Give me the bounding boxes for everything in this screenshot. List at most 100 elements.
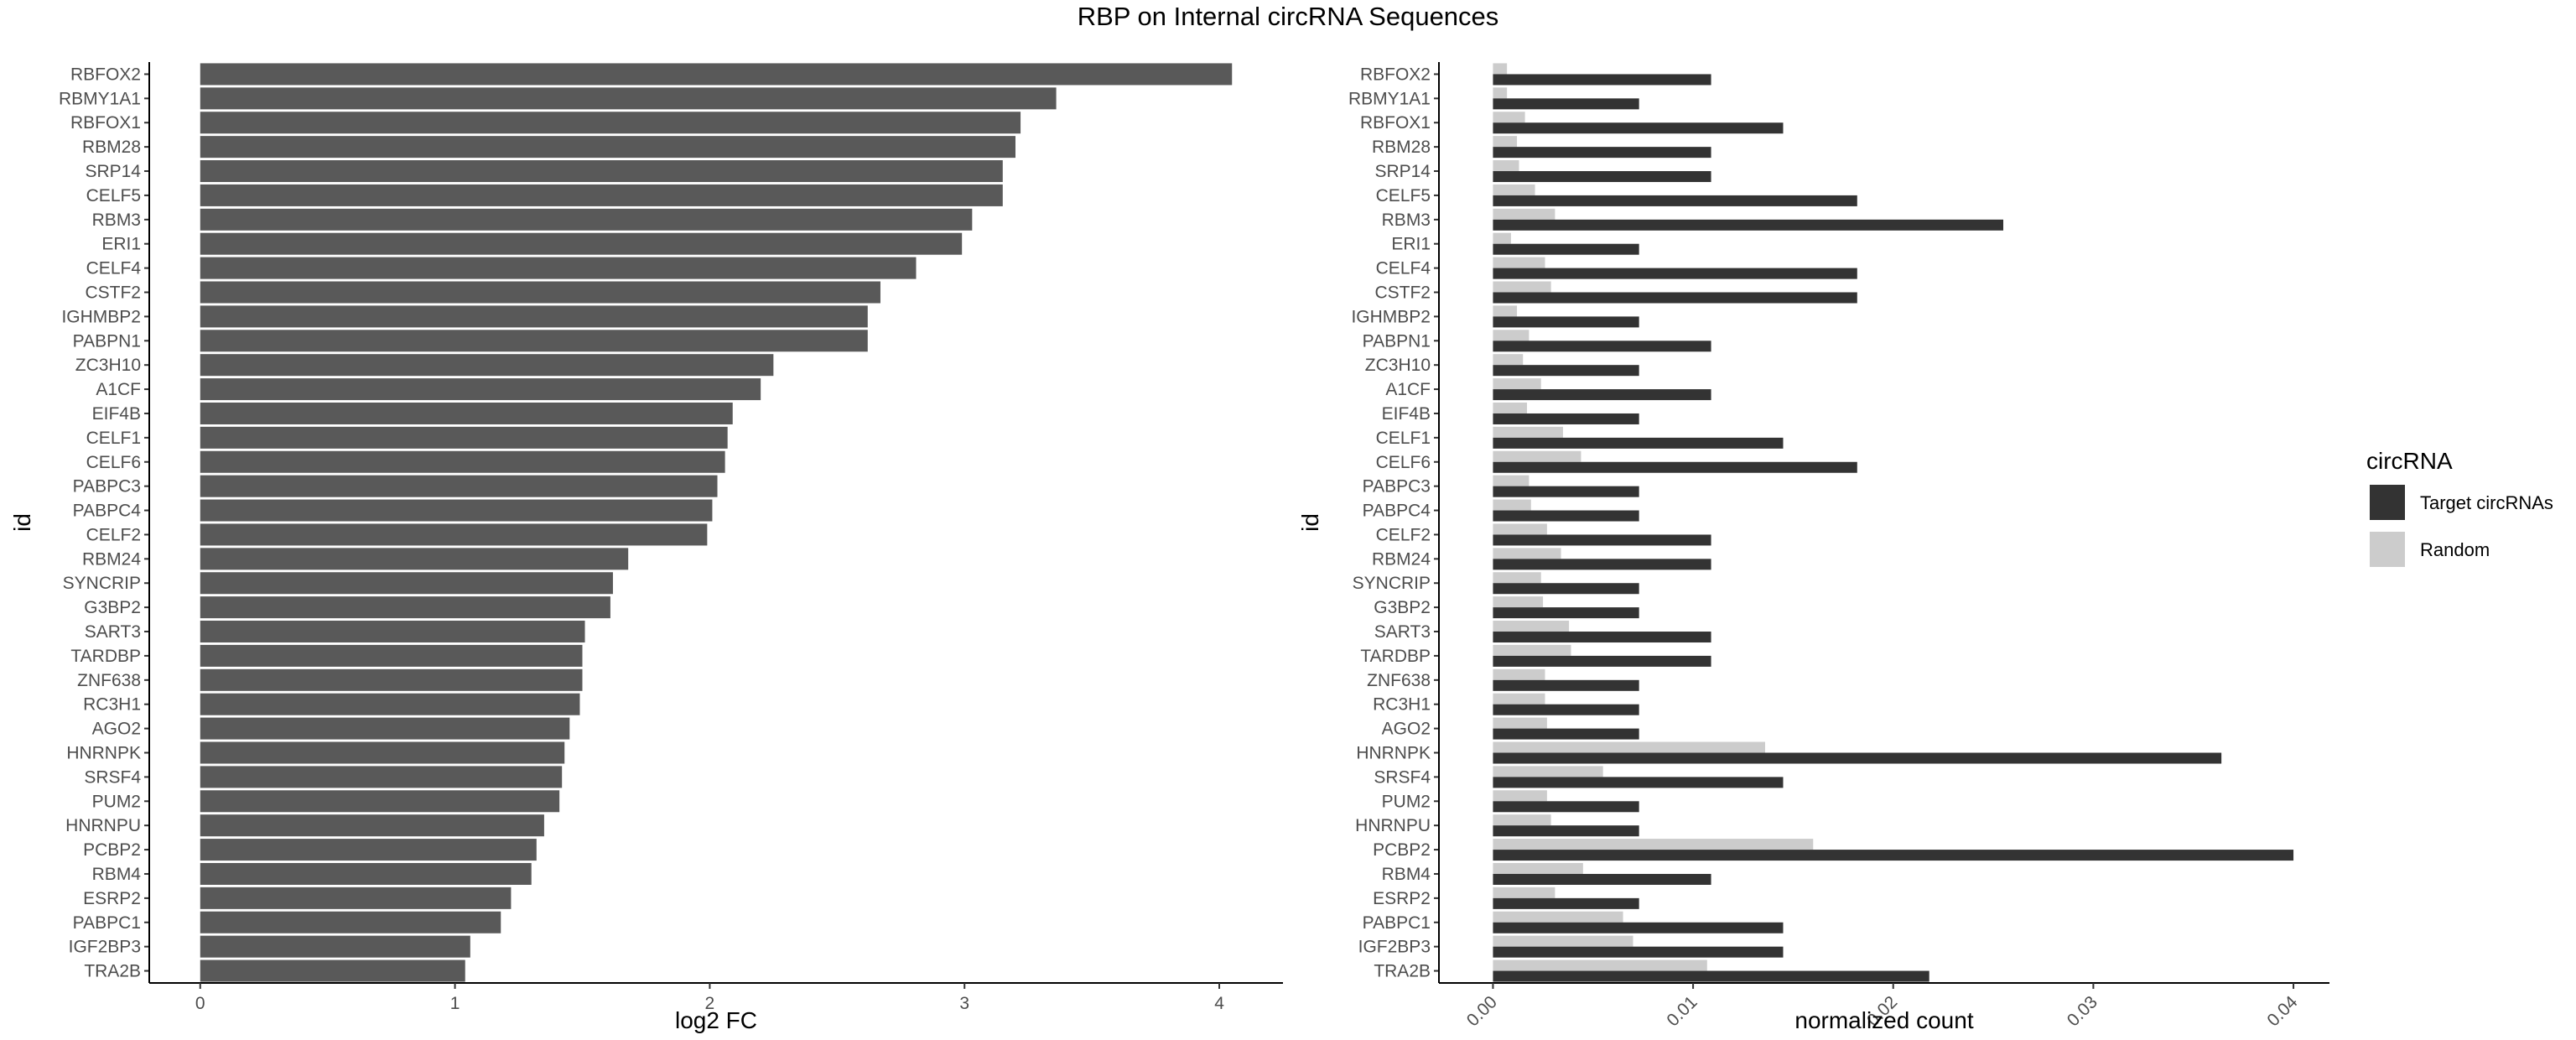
y-tick-label: TARDBP <box>1360 647 1431 666</box>
y-tick-label: ESRP2 <box>1373 889 1431 908</box>
y-tick-label: RBMY1A1 <box>59 89 141 108</box>
y-tick-label: CSTF2 <box>1374 283 1431 303</box>
legend-swatch <box>2370 532 2405 567</box>
bar-target <box>1493 946 1784 958</box>
bar <box>200 814 544 837</box>
bar-target <box>1493 897 1639 909</box>
y-tick-label: RBFOX2 <box>1360 65 1431 84</box>
y-tick-label: RBM4 <box>92 865 142 884</box>
bar-target <box>1493 850 2294 861</box>
bar-target <box>1493 292 1857 304</box>
bar-target <box>1493 122 1784 134</box>
x-tick-label: 1 <box>450 994 460 1013</box>
y-tick-label: RBM3 <box>1382 211 1431 230</box>
bar <box>200 911 501 933</box>
y-tick-label: PABPC4 <box>1363 502 1431 521</box>
bar-target <box>1493 98 1639 110</box>
bar-random <box>1493 959 1707 971</box>
bar-random <box>1493 668 1545 680</box>
bar-random <box>1493 450 1581 462</box>
bar-target <box>1493 461 1857 473</box>
bar-random <box>1493 160 1519 172</box>
y-tick-label: TRA2B <box>1374 962 1431 981</box>
bar-target <box>1493 777 1784 788</box>
y-tick-label: RBM4 <box>1382 865 1431 884</box>
y-tick-label: IGHMBP2 <box>61 307 141 326</box>
bar-random <box>1493 862 1583 874</box>
y-tick-label: CELF5 <box>86 186 141 205</box>
y-tick-label: AGO2 <box>92 720 141 739</box>
y-tick-label: AGO2 <box>1382 720 1431 739</box>
y-tick-label: ZC3H10 <box>1365 356 1431 375</box>
x-tick-label: 0.03 <box>2064 992 2101 1030</box>
y-tick-label: IGHMBP2 <box>1351 307 1431 326</box>
y-tick-label: RC3H1 <box>1373 695 1431 715</box>
legend-label: Random <box>2420 539 2490 560</box>
y-tick-label: PABPC4 <box>73 502 142 521</box>
y-tick-label: RBMY1A1 <box>1348 89 1431 108</box>
y-tick-label: G3BP2 <box>84 598 141 617</box>
bar-target <box>1493 825 1639 837</box>
bar <box>200 63 1233 86</box>
y-tick-label: PABPC3 <box>73 477 141 497</box>
bar-target <box>1493 752 2222 764</box>
y-tick-label: HNRNPU <box>65 816 141 835</box>
y-tick-label: SRSF4 <box>84 767 141 787</box>
x-tick-label: 4 <box>1214 994 1224 1013</box>
legend-label: Target circRNAs <box>2420 492 2553 513</box>
y-tick-label: HNRNPK <box>66 744 141 763</box>
bar-target <box>1493 607 1639 619</box>
y-tick-label: ERI1 <box>101 235 141 254</box>
y-tick-label: RBM28 <box>1372 138 1431 157</box>
bar <box>200 887 512 909</box>
y-tick-label: RC3H1 <box>83 695 141 715</box>
x-tick-label: 0 <box>195 994 205 1013</box>
bar <box>200 330 868 352</box>
bar-target <box>1493 534 1711 546</box>
bar-random <box>1493 184 1535 195</box>
bar-target <box>1493 655 1711 667</box>
y-tick-label: ZC3H10 <box>75 356 141 375</box>
bar-random <box>1493 839 1814 850</box>
y-tick-label: HNRNPK <box>1356 744 1431 763</box>
y-tick-label: RBM3 <box>92 211 141 230</box>
bar <box>200 136 1015 159</box>
y-axis-title: id <box>9 513 35 532</box>
bar <box>200 862 532 885</box>
bar-target <box>1493 437 1784 449</box>
y-tick-label: PABPN1 <box>73 331 141 351</box>
bar-random <box>1493 621 1570 632</box>
bar-target <box>1493 195 1857 206</box>
x-tick-label: 0.04 <box>2263 992 2301 1030</box>
y-tick-label: PABPC1 <box>1363 913 1431 933</box>
bar-target <box>1493 922 1784 933</box>
bar-random <box>1493 305 1518 317</box>
y-tick-label: CELF1 <box>1376 429 1431 448</box>
y-tick-label: CELF6 <box>1376 453 1431 472</box>
bar-random <box>1493 136 1518 148</box>
y-tick-label: A1CF <box>96 380 141 399</box>
bar <box>200 741 565 764</box>
bar-random <box>1493 523 1547 535</box>
y-tick-label: ZNF638 <box>1367 671 1431 690</box>
y-tick-label: PABPN1 <box>1363 331 1431 351</box>
y-tick-label: CSTF2 <box>85 283 141 303</box>
bar <box>200 112 1021 134</box>
bar-random <box>1493 814 1551 826</box>
bar <box>200 305 868 328</box>
y-tick-label: PABPC3 <box>1363 477 1431 497</box>
bar <box>200 184 1003 206</box>
y-tick-label: CELF4 <box>1376 259 1431 278</box>
y-tick-label: RBFOX2 <box>70 65 141 84</box>
y-tick-label: RBM24 <box>82 549 141 569</box>
bar <box>200 644 583 667</box>
legend-title: circRNA <box>2366 448 2453 474</box>
bar <box>200 232 963 255</box>
bar-target <box>1493 219 2003 231</box>
bar-random <box>1493 935 1633 947</box>
bar <box>200 621 585 643</box>
bar <box>200 693 580 715</box>
figure-title: RBP on Internal circRNA Sequences <box>1077 2 1499 31</box>
bar <box>200 717 570 740</box>
